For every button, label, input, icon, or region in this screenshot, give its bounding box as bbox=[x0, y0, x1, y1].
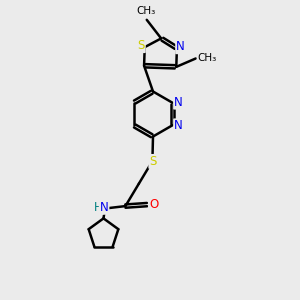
Text: N: N bbox=[174, 119, 183, 132]
Text: CH₃: CH₃ bbox=[137, 6, 156, 16]
Text: CH₃: CH₃ bbox=[197, 53, 217, 64]
Text: N: N bbox=[176, 40, 185, 53]
Text: H: H bbox=[94, 201, 103, 214]
Text: S: S bbox=[137, 39, 145, 52]
Text: N: N bbox=[100, 201, 109, 214]
Text: N: N bbox=[174, 96, 183, 109]
Text: S: S bbox=[149, 155, 157, 168]
Text: O: O bbox=[149, 198, 158, 211]
